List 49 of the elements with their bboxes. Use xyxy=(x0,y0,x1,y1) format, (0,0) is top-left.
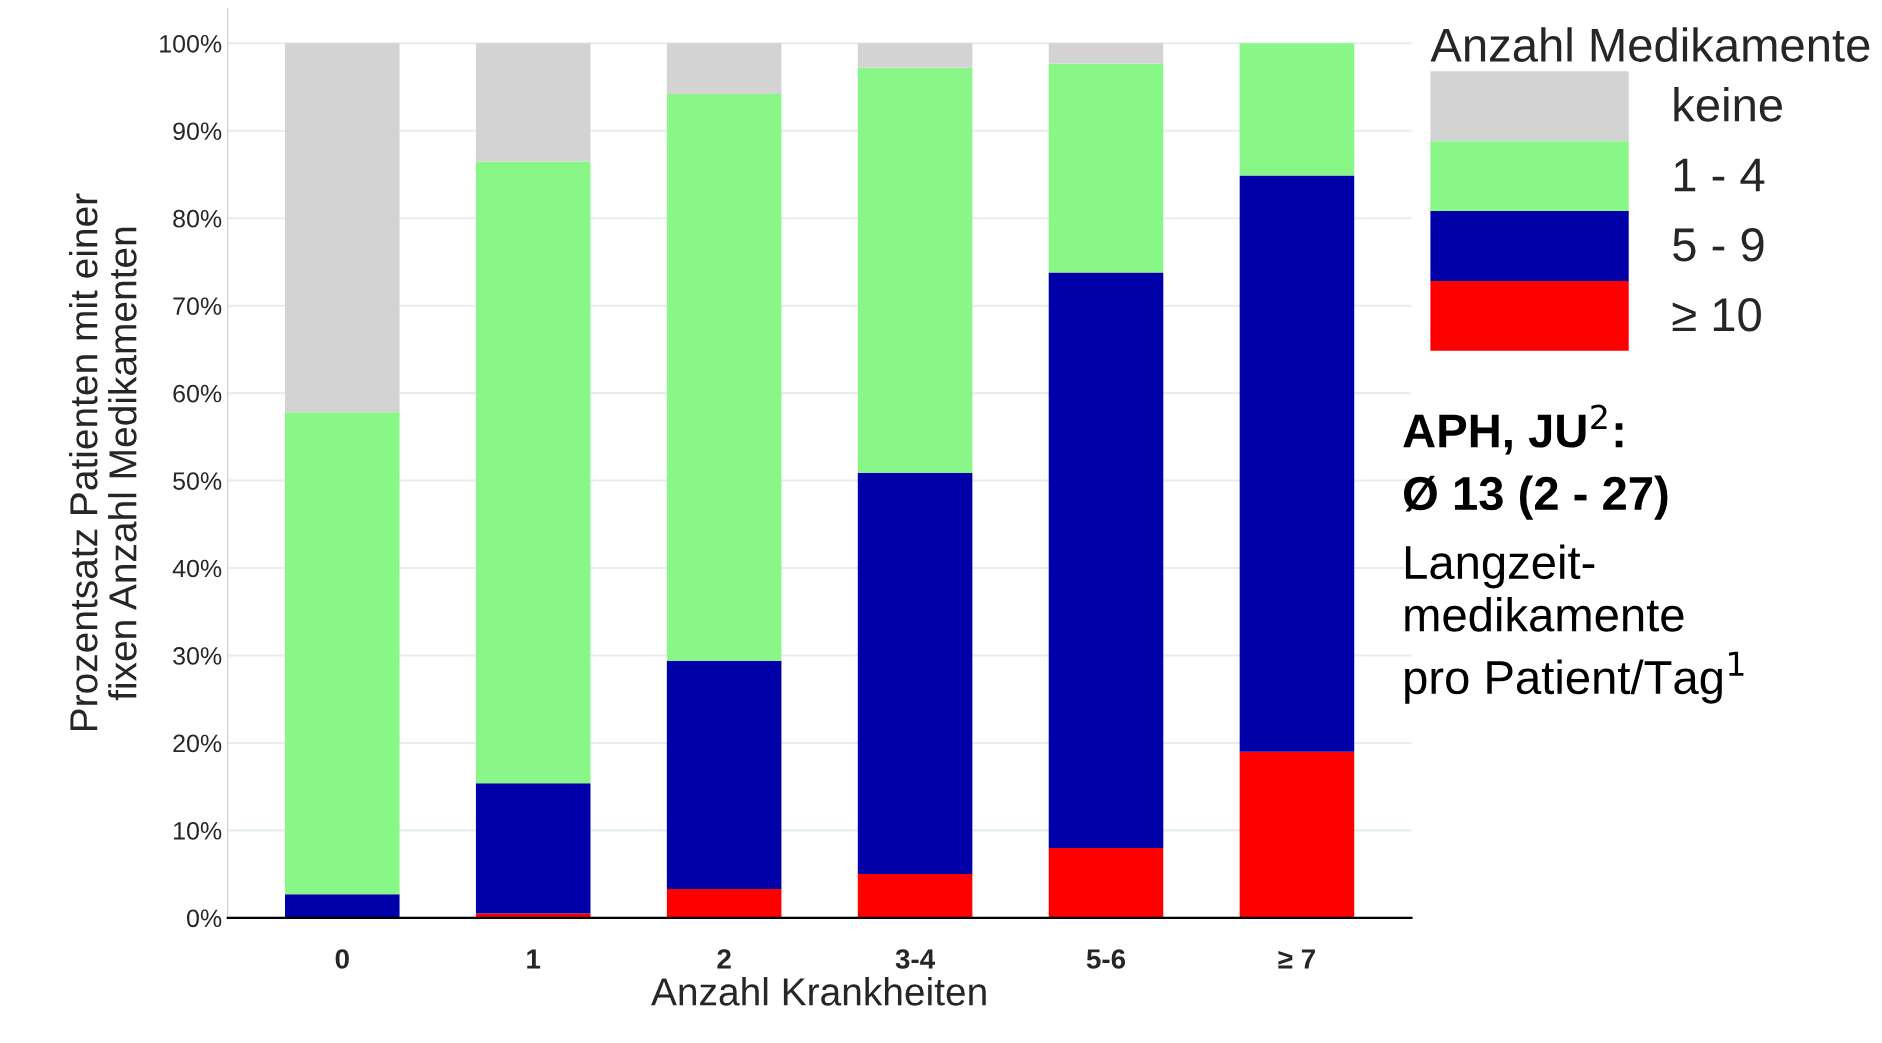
bar xyxy=(1048,43,1164,64)
bar xyxy=(857,43,973,68)
bar xyxy=(1048,63,1164,273)
bar xyxy=(666,94,782,661)
bar xyxy=(1239,43,1355,176)
x-axis-title: Anzahl Krankheiten xyxy=(651,977,986,1006)
legend-title: Anzahl Medikamente xyxy=(1430,27,1870,62)
y-tick-label: 100% xyxy=(160,34,222,53)
y-tick-label: 80% xyxy=(173,209,222,228)
bar xyxy=(285,894,400,918)
y-axis-title: Prozentsatz Patienten mit einer fixen Anzahl Medikamenten xyxy=(69,193,137,731)
bar xyxy=(666,660,782,889)
y-tick-label: 0% xyxy=(187,909,222,928)
x-tick-label: 1 xyxy=(527,949,541,969)
legend-label: keine xyxy=(1674,87,1783,122)
bar xyxy=(857,472,973,875)
legend-label: 1 - 4 xyxy=(1674,158,1765,192)
x-tick-label: 2 xyxy=(717,949,731,969)
bar xyxy=(857,874,973,918)
bar xyxy=(475,783,591,914)
bar xyxy=(1239,175,1355,752)
y-tick-label: 30% xyxy=(173,647,222,665)
bar xyxy=(475,161,591,784)
y-tick-label: 50% xyxy=(173,472,222,490)
bar xyxy=(475,913,591,918)
bar xyxy=(666,888,782,918)
legend-label: 5 - 9 xyxy=(1673,228,1764,262)
bar xyxy=(1048,847,1164,918)
bar xyxy=(285,43,400,413)
x-tick-label: 5-6 xyxy=(1086,949,1126,969)
y-tick-label: 40% xyxy=(172,559,222,578)
legend-label: ≥ 10 xyxy=(1672,298,1761,332)
y-tick-label: 20% xyxy=(173,734,222,753)
bar xyxy=(1048,272,1164,848)
y-tick-label: 90% xyxy=(173,122,222,141)
x-tick-label: ≥ 7 xyxy=(1278,949,1315,969)
annotation: Langzeit- medikamente pro Patient/Tag$^{1}$ xyxy=(1405,544,1744,704)
bar xyxy=(1239,751,1355,918)
y-tick-label: 60% xyxy=(173,384,222,403)
bar xyxy=(666,43,782,95)
annotation: APH, JU$^{2}$: xyxy=(1403,404,1623,455)
x-tick-label: 0 xyxy=(335,949,349,969)
bar xyxy=(285,412,400,895)
y-tick-label: 70% xyxy=(173,297,222,315)
annotation: Ø 13 (2 - 27) xyxy=(1404,475,1668,520)
y-tick-label: 10% xyxy=(174,821,222,840)
bar xyxy=(857,67,973,473)
x-tick-label: 3-4 xyxy=(895,949,935,969)
bar xyxy=(475,43,591,162)
